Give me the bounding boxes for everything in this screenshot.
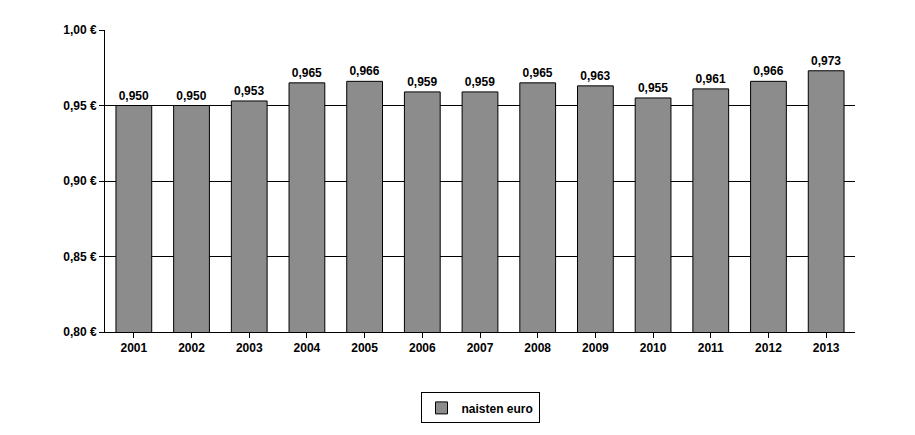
svg-text:0,963: 0,963 bbox=[580, 69, 610, 83]
svg-text:0,95 €: 0,95 € bbox=[63, 99, 97, 113]
svg-text:0,953: 0,953 bbox=[234, 84, 264, 98]
svg-text:2013: 2013 bbox=[813, 341, 840, 355]
svg-text:2001: 2001 bbox=[120, 341, 147, 355]
svg-text:0,955: 0,955 bbox=[638, 81, 668, 95]
svg-text:2004: 2004 bbox=[294, 341, 321, 355]
svg-text:2003: 2003 bbox=[236, 341, 263, 355]
svg-text:2006: 2006 bbox=[409, 341, 436, 355]
svg-text:0,961: 0,961 bbox=[696, 72, 726, 86]
svg-text:naisten euro: naisten euro bbox=[462, 402, 533, 416]
svg-text:0,966: 0,966 bbox=[753, 64, 783, 78]
svg-text:0,965: 0,965 bbox=[292, 66, 322, 80]
svg-text:2012: 2012 bbox=[755, 341, 782, 355]
svg-text:2007: 2007 bbox=[467, 341, 494, 355]
svg-text:2002: 2002 bbox=[178, 341, 205, 355]
svg-text:0,966: 0,966 bbox=[349, 64, 379, 78]
svg-text:0,959: 0,959 bbox=[465, 75, 495, 89]
svg-text:0,80 €: 0,80 € bbox=[63, 325, 97, 339]
svg-text:2010: 2010 bbox=[640, 341, 667, 355]
svg-text:2011: 2011 bbox=[698, 341, 724, 355]
svg-text:0,85 €: 0,85 € bbox=[63, 250, 97, 264]
svg-text:2009: 2009 bbox=[582, 341, 609, 355]
svg-text:2008: 2008 bbox=[524, 341, 551, 355]
svg-text:0,950: 0,950 bbox=[119, 89, 149, 103]
svg-text:0,973: 0,973 bbox=[811, 54, 841, 68]
svg-text:1,00 €: 1,00 € bbox=[63, 23, 97, 37]
svg-text:2005: 2005 bbox=[351, 341, 378, 355]
svg-text:0,950: 0,950 bbox=[176, 89, 206, 103]
svg-text:0,959: 0,959 bbox=[407, 75, 437, 89]
svg-text:0,965: 0,965 bbox=[523, 66, 553, 80]
svg-text:0,90 €: 0,90 € bbox=[63, 174, 97, 188]
